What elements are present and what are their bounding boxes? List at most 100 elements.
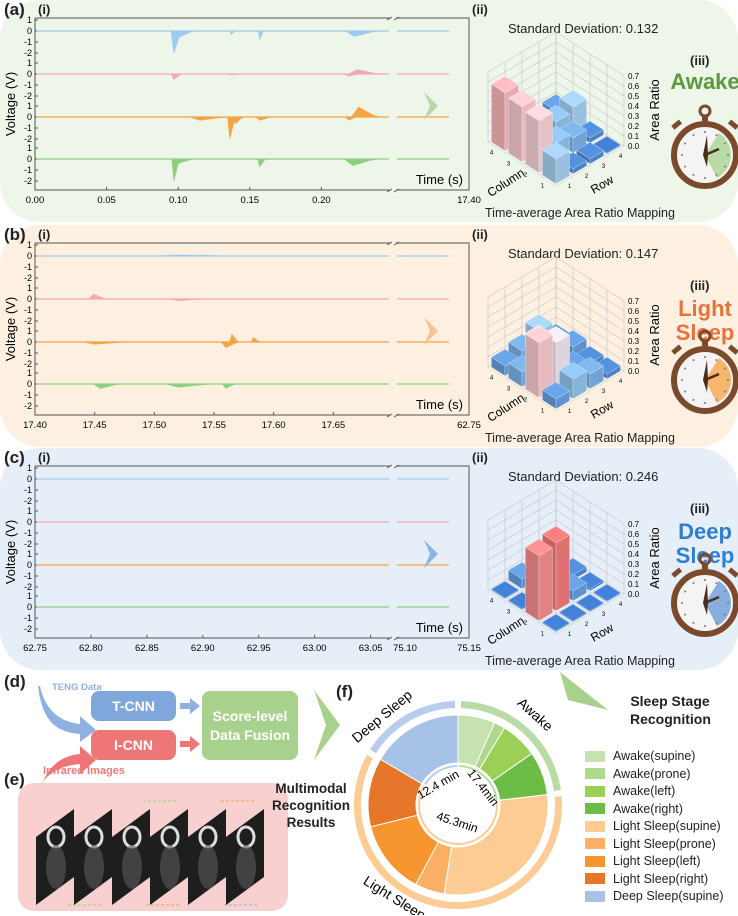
panel-label: (c) xyxy=(4,448,25,467)
z-tick-label: 0.6 xyxy=(628,82,640,91)
legend-swatch xyxy=(585,785,605,797)
x-tick-label: 17.60 xyxy=(262,420,286,431)
legend-item: Light Sleep(prone) xyxy=(585,837,716,851)
x-tick-label: 17.50 xyxy=(142,420,166,431)
y-tick-label: -2 xyxy=(24,582,32,592)
arrow-right-icon xyxy=(180,736,200,752)
z-tick-label: 0.4 xyxy=(628,327,640,336)
light-sleep-stage-label: Light Sleep xyxy=(361,872,429,915)
x-tick-label: 62.75 xyxy=(23,643,47,654)
teng-arrow-icon xyxy=(38,686,96,742)
z-tick-label: 0.7 xyxy=(628,520,640,529)
y-tick-label: 0 xyxy=(27,294,32,304)
panel-c: (c) (i) (ii) Standard Deviation: 0.246 T… xyxy=(0,448,738,670)
fusion-chevron-icon xyxy=(314,690,340,760)
subpanel-i-label: (i) xyxy=(38,227,51,242)
z-tick-label: 0.5 xyxy=(628,317,640,326)
legend-swatch xyxy=(585,838,605,849)
legend-item: Deep Sleep(supine) xyxy=(585,889,724,903)
y-tick-label: 0 xyxy=(27,69,32,79)
x-tick-label: 17.40 xyxy=(457,195,481,206)
stopwatch-icon xyxy=(671,104,738,189)
row-index-label: 3 xyxy=(602,164,606,170)
x-tick-label: 62.95 xyxy=(247,643,271,654)
trace-spike xyxy=(348,69,384,75)
z-tick-label: 0.7 xyxy=(628,297,640,306)
y-tick-label: -1 xyxy=(24,165,32,175)
z-tick-label: 0.3 xyxy=(628,112,640,121)
bar-3d-top-face xyxy=(507,89,537,108)
panel-a: (a) (i) (ii) Standard Deviation: 0.132 T… xyxy=(0,0,738,222)
trace-spike xyxy=(250,337,261,343)
column-axis-label: Column xyxy=(485,614,527,648)
trace-spike xyxy=(154,254,250,257)
legend-label: Light Sleep(supine) xyxy=(613,819,721,833)
y-axis-label: Voltage (V) xyxy=(3,72,18,136)
legend-item: Awake(left) xyxy=(585,784,675,798)
legend-item: Awake(supine) xyxy=(585,749,695,763)
x-tick-label: 0.15 xyxy=(241,195,260,206)
row-index-label: 4 xyxy=(619,602,623,608)
bar-3d-left-face xyxy=(508,97,523,163)
y-tick-label: -2 xyxy=(24,273,32,283)
y-tick-label: 1 xyxy=(27,549,32,559)
x-tick-label: 63.00 xyxy=(303,643,327,654)
light-sleep-duration: 45.3min xyxy=(435,809,480,836)
row-index-label: 2 xyxy=(585,399,589,405)
legend-label: Awake(left) xyxy=(613,784,676,798)
y-tick-label: 0 xyxy=(27,26,32,36)
panel-d-label: (d) xyxy=(4,672,26,691)
column-index-label: 1 xyxy=(541,632,545,638)
y-tick-label: 1 xyxy=(27,143,32,153)
trace-spike xyxy=(171,158,196,164)
donut-slice xyxy=(379,714,459,785)
column-index-label: 1 xyxy=(541,409,545,415)
bar-3d-top-face xyxy=(575,141,605,160)
z-tick-label: 0.0 xyxy=(628,590,640,599)
axis-break-mark xyxy=(386,464,400,641)
z-tick-label: 0.1 xyxy=(628,132,640,141)
trace-spike xyxy=(87,293,108,300)
column-index-label: 4 xyxy=(490,376,494,382)
x-tick-label: 0.05 xyxy=(97,195,116,206)
standard-deviation-text: Standard Deviation: 0.246 xyxy=(508,469,659,484)
subpanel-iii-label: (iii) xyxy=(690,501,710,516)
trace-spike xyxy=(257,158,268,168)
standard-deviation-text: Standard Deviation: 0.147 xyxy=(508,246,659,261)
voltage-trace-plot: Voltage (V)Time (s)10-1-210-1-210-1-210-… xyxy=(3,240,738,431)
trace-spike xyxy=(82,341,131,345)
bar-3d-top-face xyxy=(490,75,520,94)
bar-3d-top-face xyxy=(558,89,588,108)
arrow-right-icon xyxy=(180,698,200,714)
legend-label: Light Sleep(left) xyxy=(613,854,701,868)
row-index-label: 3 xyxy=(602,389,606,395)
subpanel-iii-label: (iii) xyxy=(690,53,710,68)
donut-slice xyxy=(474,722,506,770)
x-tick-label: 17.45 xyxy=(83,420,107,431)
y-tick-label: -2 xyxy=(24,401,32,411)
trace-spike xyxy=(343,158,379,166)
y-tick-label: -2 xyxy=(24,91,32,101)
axis-break-mark xyxy=(386,241,400,418)
bar-3d-top-face xyxy=(524,103,554,122)
y-tick-label: 1 xyxy=(27,240,32,250)
row-axis-label: Row xyxy=(588,620,616,644)
x-tick-label: 62.75 xyxy=(457,420,481,431)
inner-ring-awake xyxy=(458,765,498,800)
x-tick-label: 17.40 xyxy=(23,420,47,431)
trace-spike xyxy=(220,341,241,348)
infrared-body-shape xyxy=(46,845,66,889)
subpanel-ii-label: (ii) xyxy=(472,450,488,465)
legend-label: Awake(prone) xyxy=(613,766,691,781)
y-tick-label: -2 xyxy=(24,176,32,186)
donut-slice xyxy=(370,814,439,886)
y-tick-label: 0 xyxy=(27,154,32,164)
trace-spike xyxy=(189,116,230,121)
area-ratio-axis-label: Area Ratio xyxy=(647,527,662,588)
legend-item: Light Sleep(right) xyxy=(585,872,708,886)
z-tick-label: 0.2 xyxy=(628,570,640,579)
x-axis-label: Time (s) xyxy=(416,620,463,635)
z-tick-label: 0.0 xyxy=(628,367,640,376)
infrared-images-panel xyxy=(18,783,334,911)
trace-spike xyxy=(92,383,123,389)
